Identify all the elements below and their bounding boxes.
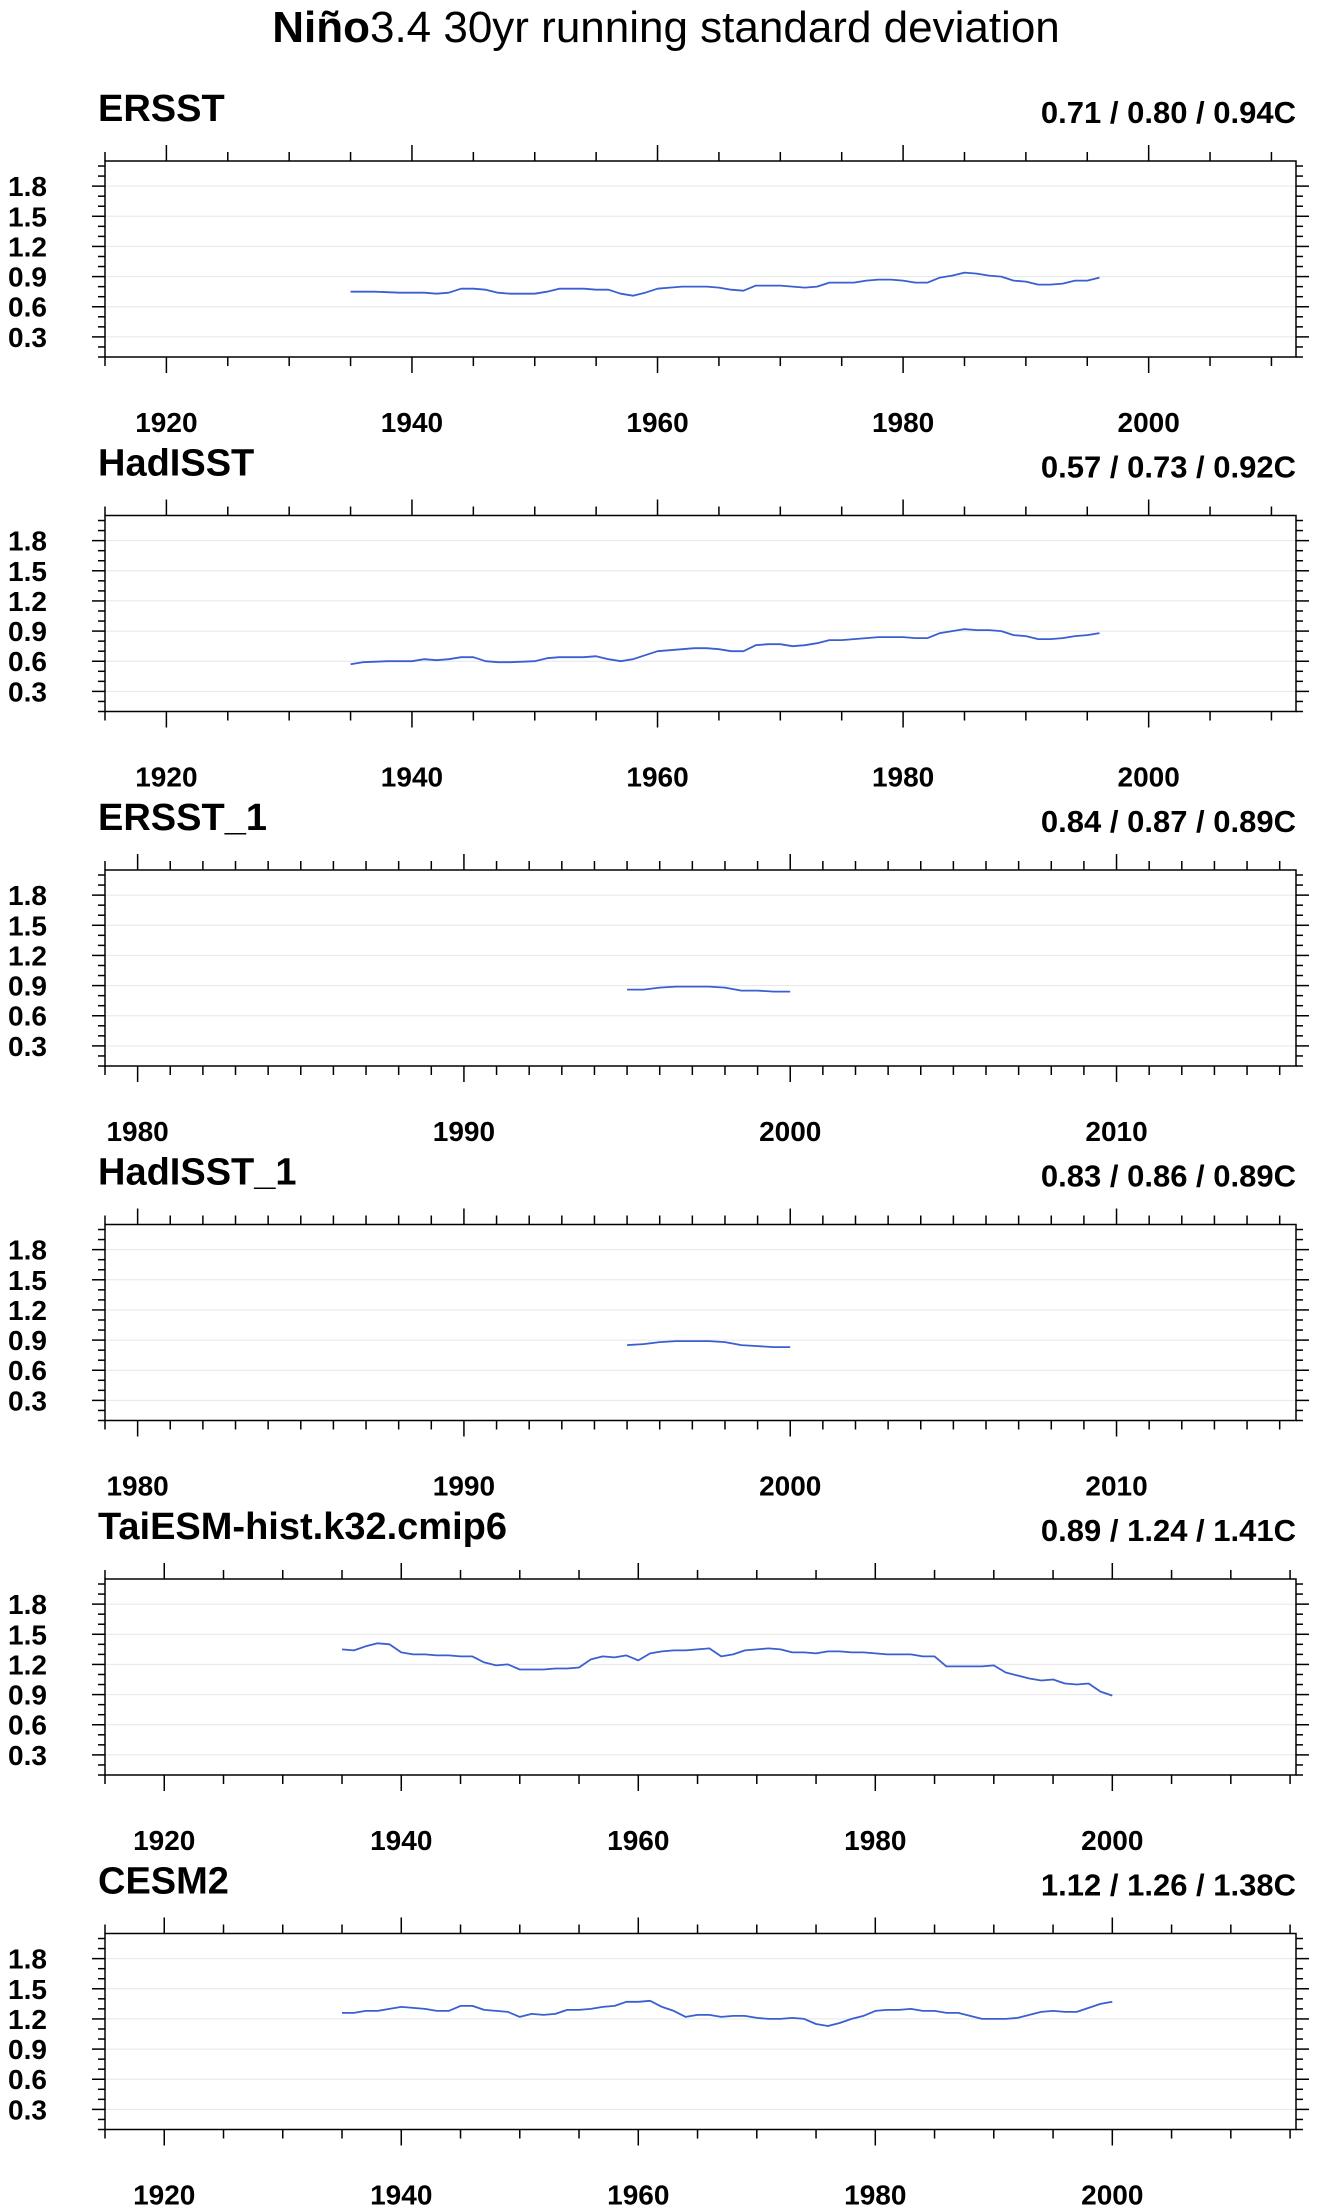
- x-tick-label: 1980: [844, 2180, 906, 2211]
- series-line: [341, 1642, 1113, 1697]
- x-tick-label: 1960: [607, 1825, 669, 1856]
- panel-5: 0.30.60.91.21.51.8 1920 1940 1960 1980 2000 CE…: [8, 1861, 1309, 2211]
- y-tick-label: 0.9: [8, 971, 47, 1002]
- panel-title: TaiESM-hist.k32.cmip6: [98, 1506, 507, 1548]
- x-tick-label: 1940: [370, 2180, 432, 2211]
- y-tick-label: 0.9: [8, 1680, 47, 1711]
- plot-frame: [104, 514, 1297, 713]
- y-tick-label: 1.2: [8, 1295, 47, 1326]
- series-line: [627, 985, 791, 993]
- panel-title: HadISST: [98, 443, 254, 485]
- panel-stats: 0.71 / 0.80 / 0.94C: [1041, 95, 1296, 130]
- x-tick-label: 1920: [133, 1825, 195, 1856]
- figure-title: Niño3.4 30yr running standard deviation: [272, 3, 1060, 52]
- x-tick-label: 1980: [106, 1471, 168, 1502]
- x-tick-label: 2000: [759, 1116, 821, 1147]
- series-line: [350, 271, 1100, 297]
- x-tick-label: 1940: [381, 762, 443, 793]
- y-tick-label: 1.8: [8, 171, 47, 202]
- panel-4: 0.30.60.91.21.51.8 1920 1940 1960 1980 2000 Ta…: [8, 1506, 1309, 1856]
- panel-title: HadISST_1: [98, 1152, 297, 1194]
- x-tick-label: 1990: [433, 1471, 495, 1502]
- panel-1: 0.30.60.91.21.51.8 1920 1940 1960 1980 2000 Ha…: [8, 443, 1309, 793]
- figure-title-rest: 3.4 30yr running standard deviation: [370, 3, 1060, 52]
- y-tick-label: 0.3: [8, 322, 47, 353]
- y-tick-label: 0.3: [8, 1385, 47, 1416]
- y-tick-label: 0.6: [8, 1710, 47, 1741]
- plot-frame: [104, 1223, 1297, 1422]
- x-tick-label: 1960: [626, 762, 688, 793]
- y-tick-label: 0.6: [8, 2064, 47, 2095]
- x-tick-label: 1980: [872, 407, 934, 438]
- figure-title-bold-part: Niño: [272, 3, 370, 52]
- x-tick-label: 1990: [433, 1116, 495, 1147]
- y-tick-label: 1.2: [8, 1649, 47, 1680]
- y-tick-label: 0.6: [8, 1001, 47, 1032]
- y-tick-label: 0.6: [8, 292, 47, 323]
- x-tick-label: 1980: [106, 1116, 168, 1147]
- y-tick-label: 0.3: [8, 1740, 47, 1771]
- y-tick-label: 0.3: [8, 2094, 47, 2125]
- series-line: [627, 1340, 791, 1348]
- y-tick-label: 0.9: [8, 262, 47, 293]
- y-tick-label: 0.9: [8, 616, 47, 647]
- y-tick-label: 1.5: [8, 556, 47, 587]
- y-tick-label: 1.8: [8, 526, 47, 557]
- panel-0: 0.30.60.91.21.51.8 1920 1940 1960 1980 2000 ER…: [8, 88, 1309, 438]
- x-tick-label: 2000: [759, 1471, 821, 1502]
- y-tick-label: 1.2: [8, 586, 47, 617]
- y-tick-label: 1.5: [8, 1974, 47, 2005]
- panel-stats: 0.84 / 0.87 / 0.89C: [1041, 804, 1296, 839]
- x-tick-label: 1960: [607, 2180, 669, 2211]
- y-tick-label: 0.6: [8, 1355, 47, 1386]
- x-tick-label: 1960: [626, 407, 688, 438]
- panel-stats: 0.89 / 1.24 / 1.41C: [1041, 1513, 1296, 1548]
- x-tick-label: 1920: [133, 2180, 195, 2211]
- panel-title: CESM2: [98, 1861, 229, 1903]
- y-tick-label: 0.6: [8, 646, 47, 677]
- y-tick-label: 1.5: [8, 1619, 47, 1650]
- x-tick-label: 2010: [1085, 1116, 1147, 1147]
- y-tick-label: 0.9: [8, 2034, 47, 2065]
- panel-stats: 0.57 / 0.73 / 0.92C: [1041, 450, 1296, 485]
- panel-stats: 0.83 / 0.86 / 0.89C: [1041, 1159, 1296, 1194]
- plot-frame: [104, 160, 1297, 358]
- y-tick-label: 0.3: [8, 1031, 47, 1062]
- x-tick-label: 2000: [1118, 762, 1180, 793]
- x-tick-label: 2000: [1081, 2180, 1143, 2211]
- y-tick-label: 1.2: [8, 940, 47, 971]
- y-tick-label: 1.2: [8, 2004, 47, 2035]
- plot-frame: [104, 1932, 1297, 2131]
- panel-title: ERSST: [98, 88, 225, 130]
- y-tick-label: 1.8: [8, 1589, 47, 1620]
- y-tick-label: 0.3: [8, 676, 47, 707]
- y-tick-label: 1.8: [8, 1944, 47, 1975]
- y-tick-label: 1.5: [8, 910, 47, 941]
- x-tick-label: 1940: [370, 1825, 432, 1856]
- y-tick-label: 1.2: [8, 231, 47, 262]
- x-tick-label: 2000: [1081, 1825, 1143, 1856]
- x-tick-label: 1980: [872, 762, 934, 793]
- x-tick-label: 2010: [1085, 1471, 1147, 1502]
- y-tick-label: 1.8: [8, 880, 47, 911]
- x-tick-label: 1920: [135, 407, 197, 438]
- plot-frame: [104, 1578, 1297, 1776]
- x-tick-label: 2000: [1118, 407, 1180, 438]
- panel-stats: 1.12 / 1.26 / 1.38C: [1041, 1868, 1296, 1903]
- x-tick-label: 1980: [844, 1825, 906, 1856]
- series-line: [342, 1999, 1113, 2027]
- y-tick-label: 1.8: [8, 1235, 47, 1266]
- y-tick-label: 1.5: [8, 1265, 47, 1296]
- x-tick-label: 1920: [135, 762, 197, 793]
- panel-title: ERSST_1: [98, 797, 267, 839]
- x-tick-label: 1940: [381, 407, 443, 438]
- y-tick-label: 0.9: [8, 1325, 47, 1356]
- panel-3: 0.30.60.91.21.51.8 1980 1990 2000 2010 HadISS…: [8, 1152, 1309, 1502]
- series-line: [350, 628, 1100, 666]
- y-tick-label: 1.5: [8, 201, 47, 232]
- plot-frame: [104, 869, 1297, 1067]
- panel-2: 0.30.60.91.21.51.8 1980 1990 2000 2010 ERSST_…: [8, 797, 1309, 1147]
